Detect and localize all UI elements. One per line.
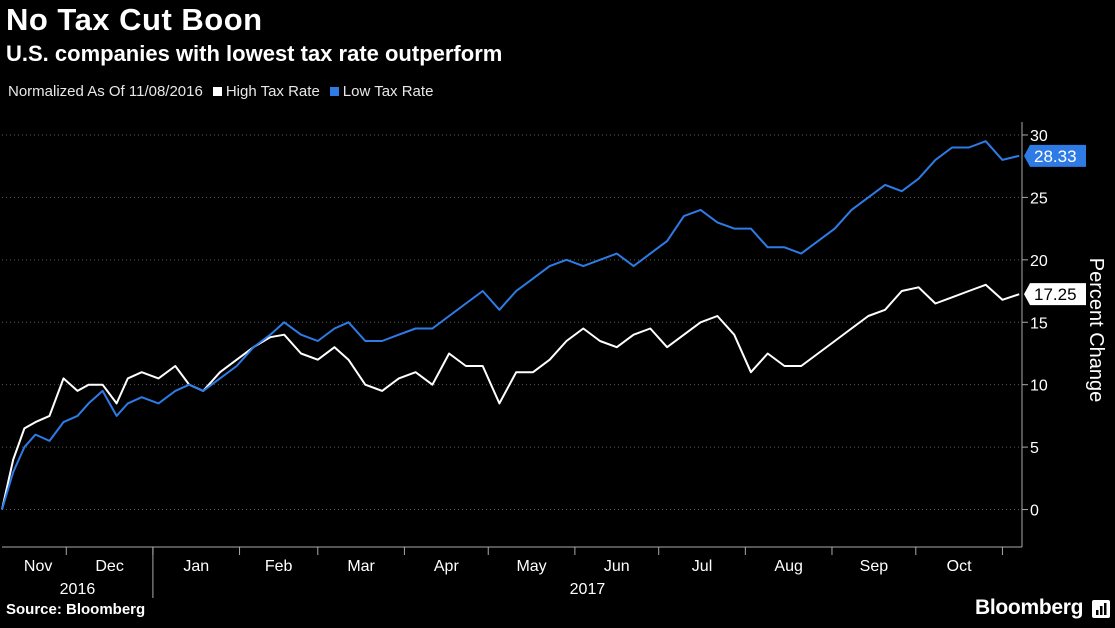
gridlines	[2, 134, 1022, 511]
end-label-high-tax: 17.25	[1024, 283, 1086, 306]
brand-logo: Bloomberg	[975, 596, 1084, 619]
bloomberg-bars-icon	[1092, 600, 1110, 618]
chart-subtitle: U.S. companies with lowest tax rate outp…	[6, 41, 503, 66]
legend-label-high: High Tax Rate	[225, 83, 320, 100]
x-tick-label: Feb	[265, 558, 293, 575]
x-tick-label: Sep	[860, 558, 889, 575]
legend: Normalized As Of 11/08/2016 High Tax Rat…	[8, 83, 433, 100]
y-tick-label: 15	[1030, 315, 1048, 332]
end-label-low-tax: 28.33	[1024, 144, 1086, 167]
x-tick-label: Apr	[434, 558, 460, 575]
end-label-value: 17.25	[1034, 285, 1077, 304]
value-labels: 17.25 28.33	[1024, 144, 1086, 306]
end-label-box	[1024, 283, 1086, 306]
x-tick-label: Jul	[692, 558, 712, 575]
x-tick-label: Dec	[95, 558, 123, 575]
y-tick-label: 30	[1030, 128, 1048, 145]
series-line-low-tax	[1, 140, 1020, 510]
y-tick-label: 5	[1030, 440, 1039, 457]
chart-title: No Tax Cut Boon	[6, 2, 263, 37]
x-tick-label: Jan	[183, 558, 209, 575]
x-tick-label: Oct	[947, 558, 972, 575]
x-year-label: 2016	[60, 581, 96, 598]
x-tick-label: May	[516, 558, 546, 575]
series-line-high-tax	[1, 283, 1020, 510]
y-axis: 0 5 10 15 20 25 30	[1021, 122, 1048, 547]
x-tick-label: Nov	[24, 558, 52, 575]
series-lines	[1, 140, 1020, 510]
y-axis-label: Percent Change	[1085, 258, 1107, 403]
x-tick-label: Aug	[774, 558, 802, 575]
legend-note: Normalized As Of 11/08/2016	[8, 83, 203, 100]
legend-label-low: Low Tax Rate	[342, 83, 434, 100]
legend-swatch-low	[329, 87, 339, 96]
y-tick-label: 10	[1030, 378, 1048, 395]
y-tick-label: 0	[1030, 503, 1039, 520]
source-note: Source: Bloomberg	[6, 601, 146, 618]
x-axis: Nov Dec Jan Feb Mar Apr May Jun Jul Aug Sep Oct 2016…	[2, 546, 1022, 598]
x-tick-label: Jun	[604, 558, 630, 575]
y-tick-label: 20	[1030, 253, 1048, 270]
legend-swatch-high	[212, 87, 222, 96]
end-label-box	[1024, 144, 1086, 167]
end-label-value: 28.33	[1034, 147, 1077, 166]
y-tick-label: 25	[1030, 190, 1048, 207]
x-tick-label: Mar	[347, 558, 375, 575]
x-year-label: 2017	[570, 581, 606, 598]
